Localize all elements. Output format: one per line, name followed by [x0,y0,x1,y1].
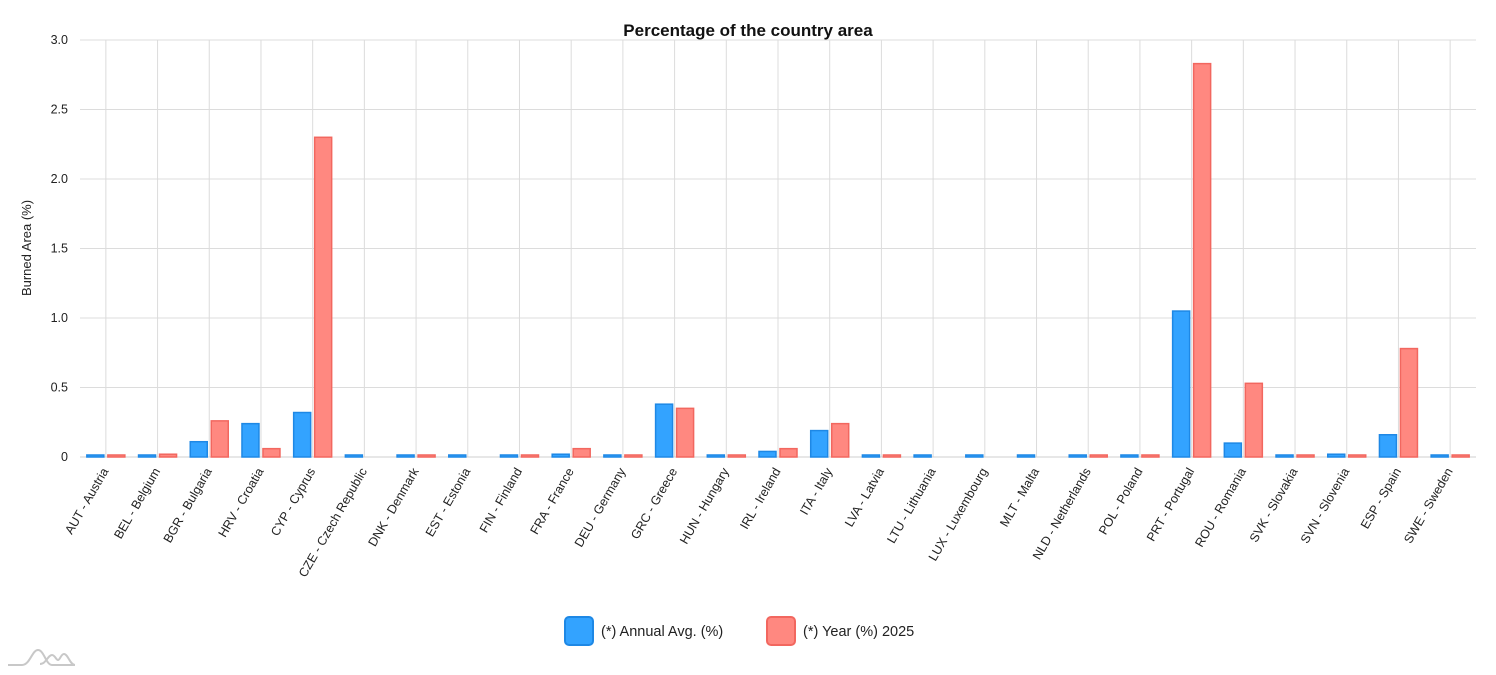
bar-year-2025-rou [1244,382,1264,458]
x-tick-label: NLD - Netherlands [1030,466,1094,563]
bar-year-2025-fin [520,454,540,458]
bar-annual-avg-nld [1068,454,1087,458]
x-tick-label: CYP - Cyprus [268,466,318,539]
y-tick-label: 3.0 [51,33,68,47]
bar-annual-avg-svk [1275,454,1294,458]
bar-annual-avg-pol [1120,454,1139,458]
y-tick-label: 2.5 [51,103,68,117]
x-tick-label: IRL - Ireland [737,465,783,531]
bar-annual-avg-aut [86,454,105,458]
x-tick-label: LTU - Lithuania [884,465,938,545]
bar-annual-avg-deu [603,454,622,458]
bar-year-2025-deu [624,454,643,458]
x-tick-label: GRC - Greece [628,465,680,541]
y-tick-label: 2.0 [51,172,68,186]
bar-annual-avg-rou [1223,442,1243,458]
bar-year-2025-irl [779,447,798,458]
x-tick-label: PRT - Portugal [1144,466,1197,544]
bar-annual-avg-prt [1171,310,1191,458]
bar-year-2025-bel [158,453,178,458]
bar-annual-avg-grc [654,403,674,458]
x-tick-label: BEL - Belgium [111,466,163,542]
x-tick-label: SVN - Slovenia [1298,465,1353,545]
logo-icon [8,648,76,666]
bar-annual-avg-cze [344,454,364,458]
x-tick-label: DEU - Germany [572,465,629,550]
x-tick-label: LVA - Latvia [842,465,887,529]
legend-item-year-2025[interactable]: (*) Year (%) 2025 [766,616,914,646]
bar-annual-avg-esp [1378,434,1398,458]
bar-year-2025-hrv [262,447,281,458]
bar-year-2025-fra [572,447,591,458]
bar-year-2025-esp [1399,347,1419,458]
bar-year-2025-swe [1451,454,1470,458]
bar-annual-avg-ita [809,429,829,458]
x-tick-label: ITA - Italy [797,465,835,518]
y-tick-label: 0 [61,450,68,464]
bar-year-2025-grc [675,407,695,458]
y-tick-label: 1.0 [51,311,68,325]
bar-year-2025-svk [1296,454,1315,458]
x-tick-label: POL - Poland [1096,465,1145,537]
bar-annual-avg-fin [499,454,519,458]
x-tick-label: BGR - Bulgaria [161,465,215,545]
y-ticks: 0 0.5 1.0 1.5 2.0 2.5 3.0 [51,33,68,464]
bar-year-2025-pol [1141,454,1160,458]
x-tick-label: EST - Estonia [423,465,474,539]
x-tick-label: SWE - Sweden [1401,465,1456,545]
bar-annual-avg-lux [965,454,984,458]
bar-year-2025-ita [830,422,850,458]
legend-swatch [766,616,796,646]
x-tick-label: LUX - Luxembourg [926,465,991,563]
x-tick-label: HUN - Hungary [677,465,732,547]
bar-annual-avg-fra [551,453,570,458]
legend: (*) Annual Avg. (%) (*) Year (%) 2025 [564,616,914,646]
bar-annual-avg-est [448,454,467,458]
bar-year-2025-bgr [210,420,230,458]
bar-annual-avg-hun [706,454,726,458]
chart-title: Percentage of the country area [623,21,873,40]
x-tick-label: HRV - Croatia [216,465,267,539]
x-tick-label: DNK - Denmark [365,465,422,549]
bar-annual-avg-swe [1430,454,1449,458]
y-tick-label: 1.5 [51,242,68,256]
bar-year-2025-prt [1192,62,1212,458]
bar-annual-avg-bgr [189,440,209,458]
grid [80,39,1476,458]
legend-label: (*) Annual Avg. (%) [601,624,723,640]
y-axis-label: Burned Area (%) [19,200,34,296]
bar-year-2025-svn [1347,454,1367,458]
bar-annual-avg-dnk [396,454,415,458]
bar-annual-avg-svn [1326,453,1346,458]
bar-year-2025-hun [727,454,747,458]
bar-annual-avg-hrv [241,422,260,458]
x-tick-label: SVK - Slovakia [1247,465,1301,544]
x-tick-label: ROU - Romania [1192,465,1249,549]
bar-year-2025-cyp [313,136,333,458]
bar-annual-avg-ltu [913,454,932,458]
bar-year-2025-nld [1089,454,1108,458]
x-tick-label: AUT - Austria [62,465,111,536]
y-tick-label: 0.5 [51,381,68,395]
bar-annual-avg-lva [861,454,881,458]
legend-swatch [564,616,594,646]
bar-year-2025-lva [882,454,902,458]
legend-item-annual-avg[interactable]: (*) Annual Avg. (%) [564,616,723,646]
bars [86,62,1470,458]
x-tick-label: MLT - Malta [997,465,1042,529]
bar-year-2025-dnk [417,454,436,458]
x-tick-label: FRA - France [527,465,576,536]
bar-annual-avg-cyp [292,411,312,458]
legend-label: (*) Year (%) 2025 [803,624,914,640]
bar-annual-avg-irl [758,450,777,458]
bar-annual-avg-mlt [1016,454,1036,458]
bar-annual-avg-bel [137,454,157,458]
x-tick-label: FIN - Finland [477,465,525,535]
x-tick-label: ESP - Spain [1358,465,1404,531]
bar-year-2025-aut [107,454,126,458]
